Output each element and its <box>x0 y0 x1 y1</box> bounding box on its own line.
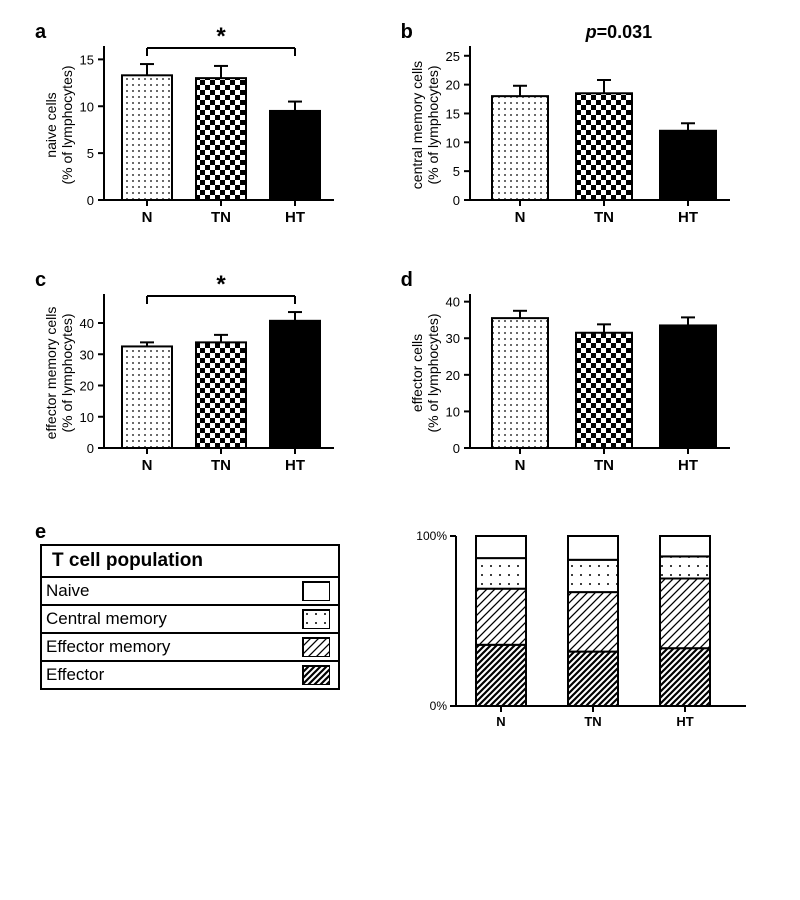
svg-text:15: 15 <box>80 52 94 67</box>
legend-label: Naive <box>46 581 89 601</box>
chart-d: 0 10 20 30 40 N TN HT effector cells(% of lympho… <box>406 288 776 498</box>
svg-text:0: 0 <box>87 441 94 456</box>
svg-text:10: 10 <box>80 410 94 425</box>
chart-b: 0 5 10 15 20 25 N TN HT central memory cells(% of… <box>406 40 776 250</box>
legend-box: T cell population Naive Central memory Eff… <box>40 544 340 690</box>
chart-a: 051015NTNHT*naive cells(% of lymphocytes… <box>40 40 380 250</box>
svg-text:(% of lymphocytes): (% of lymphocytes) <box>59 65 75 184</box>
legend-row: Effector memory <box>42 634 338 662</box>
svg-text:20: 20 <box>80 379 94 394</box>
panel-e-legend: e T cell population NaiveCentral memoryE… <box>40 526 366 690</box>
svg-text:N: N <box>142 209 153 226</box>
svg-text:HT: HT <box>285 457 305 474</box>
legend-row: Naive <box>42 578 338 606</box>
svg-text:10: 10 <box>445 135 459 150</box>
svg-text:0: 0 <box>87 193 94 208</box>
svg-text:40: 40 <box>80 316 94 331</box>
svg-text:10: 10 <box>80 99 94 114</box>
svg-text:central memory cells: central memory cells <box>409 61 425 189</box>
svg-text:20: 20 <box>445 368 459 383</box>
svg-text:0: 0 <box>452 193 459 208</box>
svg-text:10: 10 <box>445 404 459 419</box>
svg-text:(% of lymphocytes): (% of lymphocytes) <box>425 313 441 432</box>
legend-swatch <box>302 581 330 601</box>
chart-e: 0% 100% N TN HT <box>406 526 776 746</box>
legend-swatch <box>302 637 330 657</box>
svg-text:5: 5 <box>87 146 94 161</box>
panel-c: c 010203040NTNHT*effector memory cells(%… <box>40 274 366 504</box>
svg-text:40: 40 <box>445 295 459 310</box>
svg-text:N: N <box>142 457 153 474</box>
svg-text:TN: TN <box>594 457 614 474</box>
legend-label: Effector <box>46 665 104 685</box>
panel-b: b 0510152025NTNHTcentral memory cells(% … <box>406 26 760 256</box>
legend-label: Central memory <box>46 609 167 629</box>
legend-label: Effector memory <box>46 637 170 657</box>
svg-text:(% of lymphocytes): (% of lymphocytes) <box>59 313 75 432</box>
p-annotation: p=0.031 <box>586 22 653 43</box>
svg-text:20: 20 <box>445 78 459 93</box>
panel-d: d 010203040NTNHTeffector cells(% of lymp… <box>406 274 760 504</box>
legend-row: Central memory <box>42 606 338 634</box>
svg-text:HT: HT <box>678 457 698 474</box>
svg-text:naive cells: naive cells <box>43 92 59 157</box>
svg-text:0: 0 <box>452 441 459 456</box>
legend-swatch <box>302 609 330 629</box>
svg-text:*: * <box>216 23 226 50</box>
svg-text:15: 15 <box>445 106 459 121</box>
svg-text:*: * <box>216 271 226 298</box>
svg-text:HT: HT <box>676 714 693 729</box>
svg-text:TN: TN <box>584 714 601 729</box>
svg-text:N: N <box>496 714 505 729</box>
svg-text:5: 5 <box>452 164 459 179</box>
svg-text:N: N <box>514 209 525 226</box>
legend-row: Effector <box>42 662 338 688</box>
chart-c: 010203040NTNHT*effector memory cells(% o… <box>40 288 380 498</box>
svg-text:30: 30 <box>445 331 459 346</box>
svg-text:effector cells: effector cells <box>409 334 425 412</box>
svg-text:TN: TN <box>211 457 231 474</box>
svg-text:HT: HT <box>678 209 698 226</box>
legend-title: T cell population <box>42 546 338 578</box>
svg-text:0%: 0% <box>429 699 447 713</box>
p-value: =0.031 <box>597 22 653 42</box>
p-italic: p <box>586 22 597 42</box>
svg-text:(% of lymphocytes): (% of lymphocytes) <box>425 65 441 184</box>
svg-text:N: N <box>514 457 525 474</box>
svg-text:100%: 100% <box>416 529 447 543</box>
svg-text:30: 30 <box>80 347 94 362</box>
svg-text:25: 25 <box>445 49 459 64</box>
legend-swatch <box>302 665 330 685</box>
svg-text:effector memory cells: effector memory cells <box>43 307 59 440</box>
panel-e-label: e <box>35 521 46 544</box>
svg-text:TN: TN <box>594 209 614 226</box>
svg-text:HT: HT <box>285 209 305 226</box>
panel-a: a 051015NTNHT*naive cells(% of lymphocyt… <box>40 26 366 256</box>
panel-e-chart: 0% 100% N TN HT <box>406 526 760 746</box>
svg-text:TN: TN <box>211 209 231 226</box>
